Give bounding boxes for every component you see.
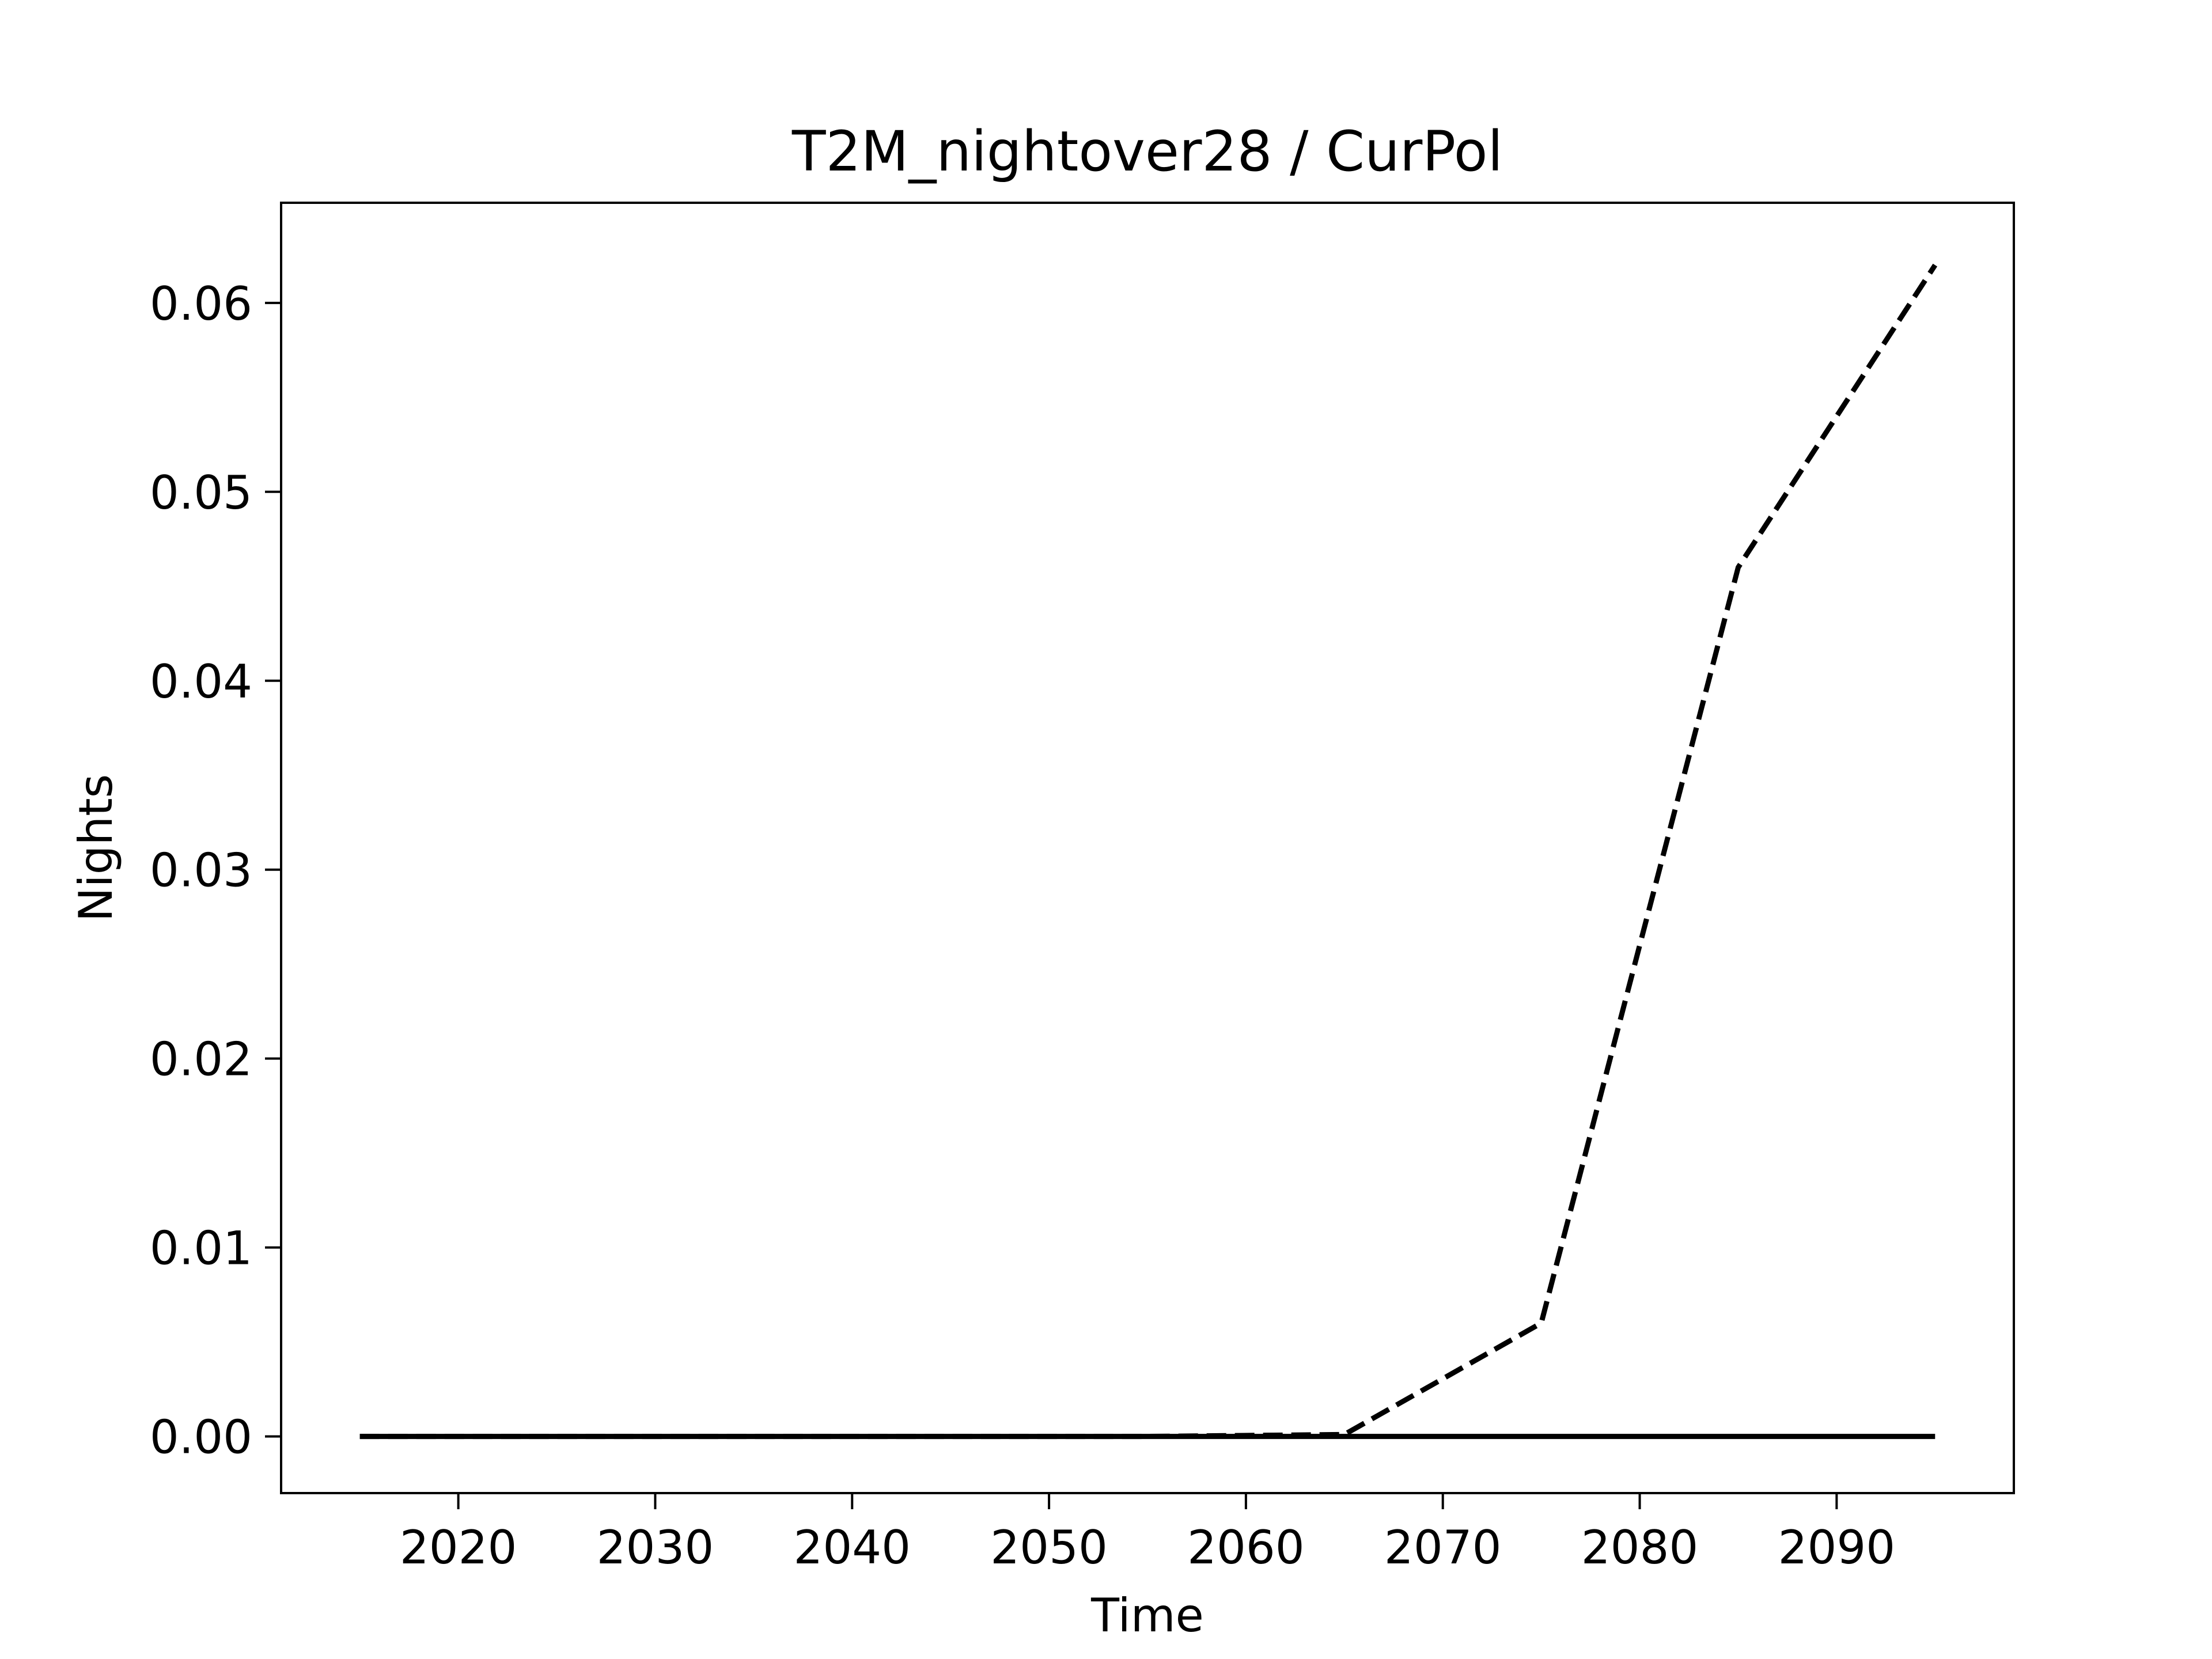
x-tick-label-2060: 2060 xyxy=(1187,1521,1305,1574)
x-tick-label-2050: 2050 xyxy=(990,1521,1108,1574)
y-tick-label-2: 0.02 xyxy=(150,1033,252,1086)
x-tick-label-2080: 2080 xyxy=(1581,1521,1699,1574)
x-tick-label-2030: 2030 xyxy=(597,1521,714,1574)
y-tick-label-5: 0.05 xyxy=(150,466,252,520)
y-tick-label-0: 0.00 xyxy=(150,1411,252,1464)
x-axis-ticks: 2020 2030 2040 2050 2060 2070 2080 2090 xyxy=(400,1493,1895,1574)
x-tick-label-2090: 2090 xyxy=(1778,1521,1896,1574)
y-tick-label-1: 0.01 xyxy=(150,1222,252,1275)
y-tick-label-3: 0.03 xyxy=(150,844,252,897)
x-axis-label: Time xyxy=(1090,1589,1204,1642)
y-axis-label: Nights xyxy=(69,774,123,922)
series-layer xyxy=(359,263,1938,1440)
y-tick-label-4: 0.04 xyxy=(150,655,252,709)
x-tick-label-2070: 2070 xyxy=(1384,1521,1502,1574)
y-axis-ticks: 0.00 0.01 0.02 0.03 0.04 0.05 0.06 xyxy=(150,277,281,1464)
x-tick-label-2020: 2020 xyxy=(400,1521,517,1574)
plot-frame xyxy=(280,202,2015,1494)
y-tick-label-6: 0.06 xyxy=(150,277,252,331)
x-tick-label-2040: 2040 xyxy=(793,1521,911,1574)
chart-title: T2M_nightover28 / CurPol xyxy=(791,119,1503,184)
